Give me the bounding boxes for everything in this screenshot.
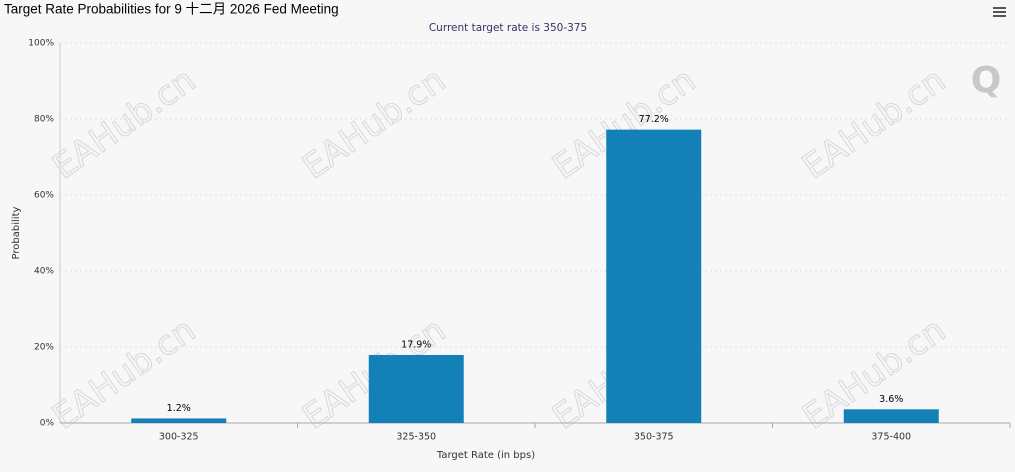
- logo: Q: [971, 60, 1002, 101]
- y-tick-label: 100%: [28, 39, 54, 49]
- x-axis-label: Target Rate (in bps): [436, 450, 535, 461]
- data-label: 17.9%: [401, 339, 431, 350]
- x-tick-label: 325-350: [396, 432, 436, 443]
- x-tick-label: 350-375: [634, 432, 674, 443]
- data-label: 3.6%: [879, 394, 903, 405]
- y-tick-label: 0%: [40, 419, 55, 429]
- data-label: 77.2%: [639, 114, 669, 125]
- y-tick-label: 20%: [34, 343, 54, 353]
- bar: [843, 409, 939, 423]
- x-tick-label: 300-325: [159, 432, 199, 443]
- chart-subtitle: Current target rate is 350-375: [429, 22, 587, 34]
- bar: [131, 418, 227, 423]
- bar: [368, 354, 464, 423]
- menu-icon[interactable]: [993, 7, 1006, 17]
- bar: [606, 129, 702, 423]
- y-tick-label: 40%: [34, 267, 54, 277]
- y-tick-label: 60%: [34, 191, 54, 201]
- y-tick-label: 80%: [34, 115, 54, 125]
- chart-title: Target Rate Probabilities for 9 十二月 2026…: [4, 2, 339, 17]
- y-axis-label: Probability: [11, 206, 22, 259]
- x-tick-label: 375-400: [871, 432, 911, 443]
- data-label: 1.2%: [167, 403, 191, 414]
